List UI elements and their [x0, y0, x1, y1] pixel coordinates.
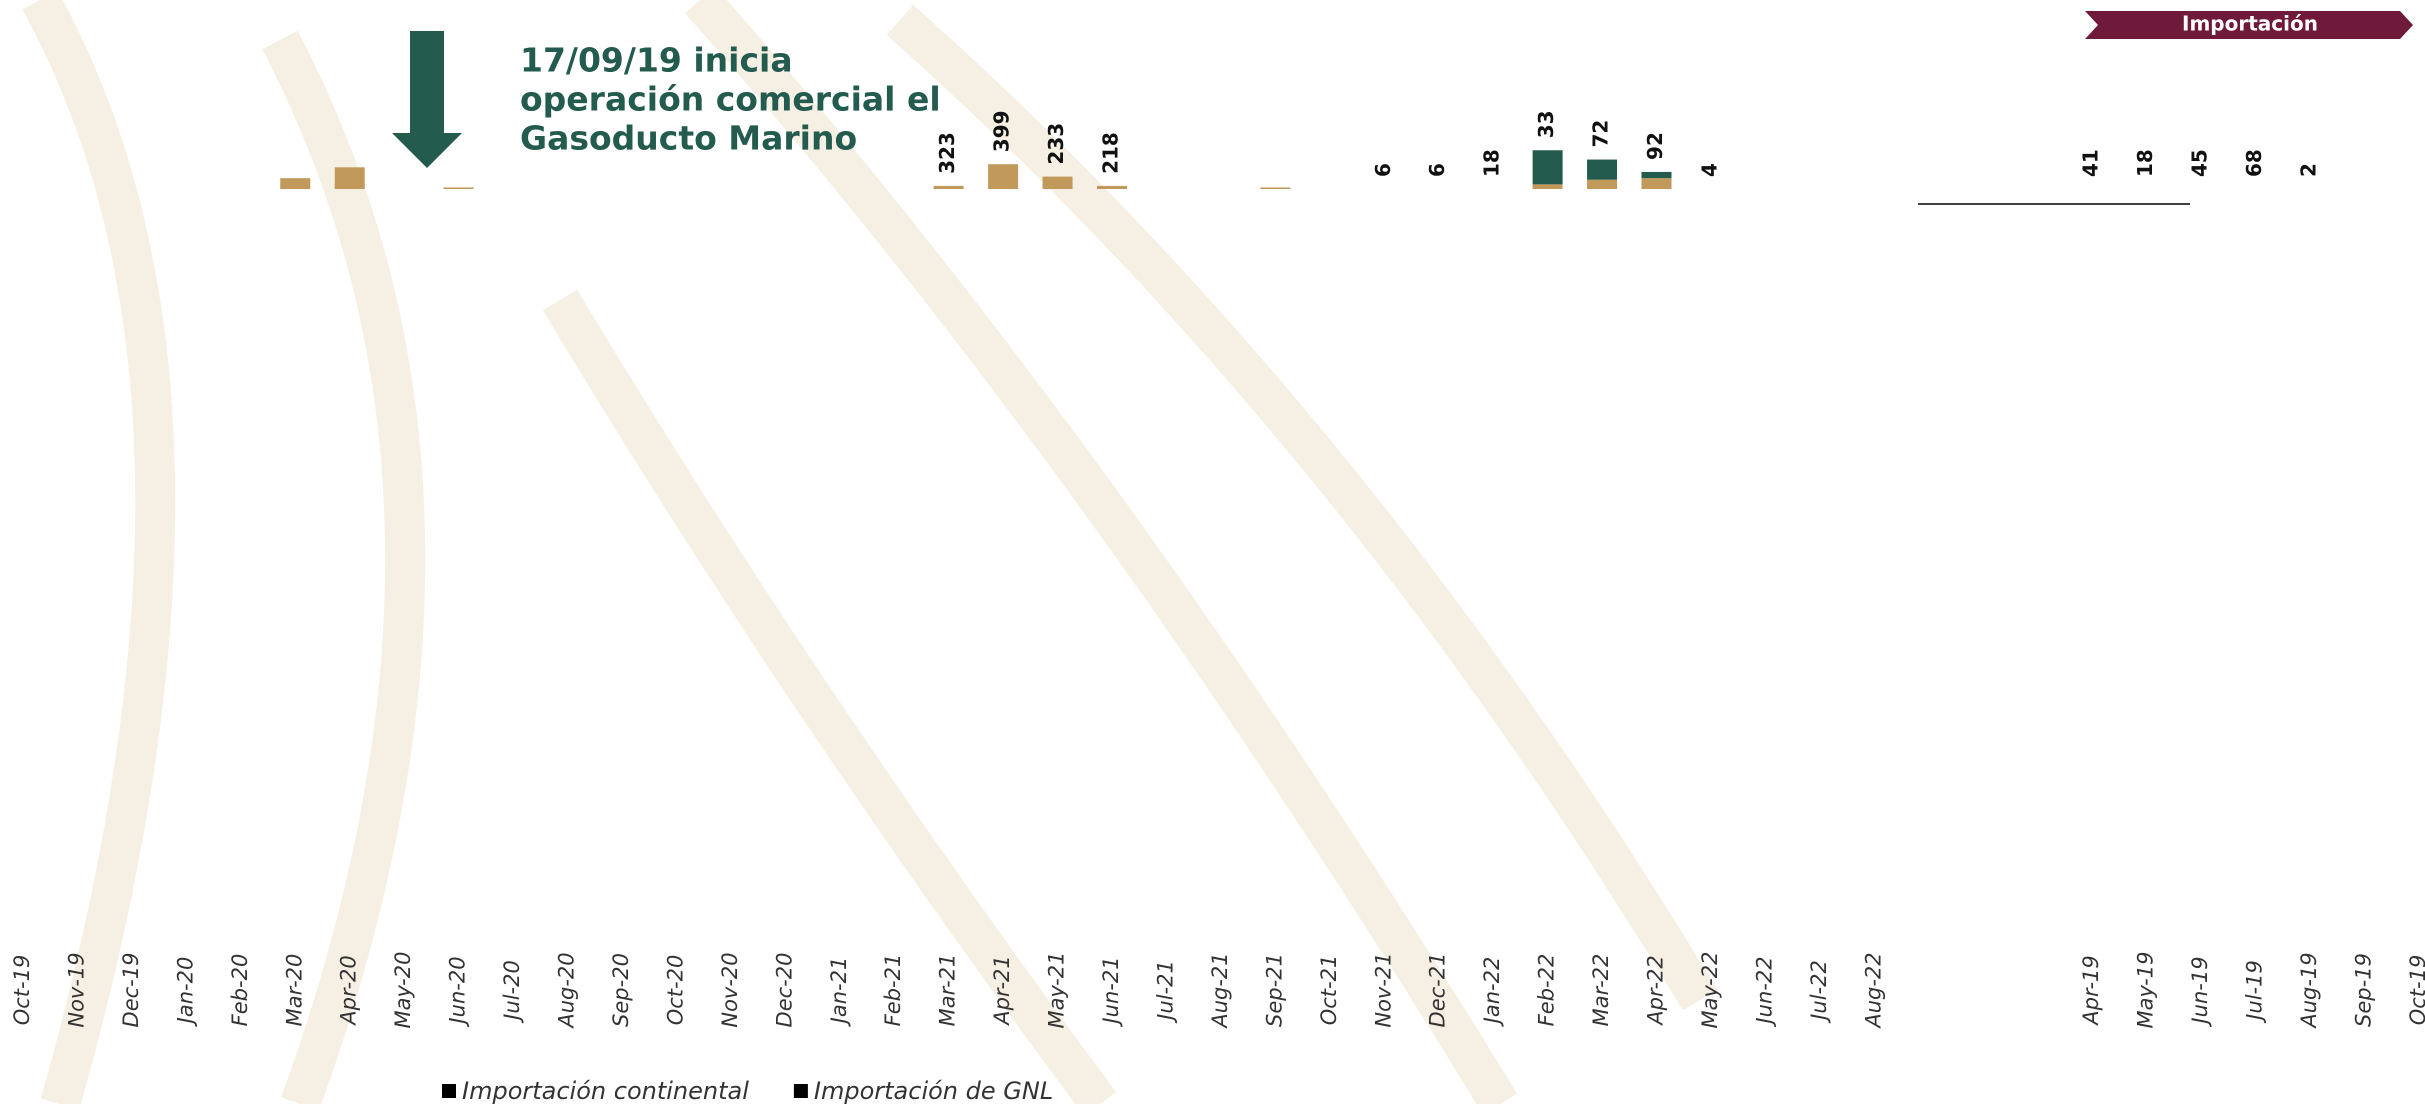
x-tick-label: Sep-21	[1262, 953, 1286, 1027]
data-label: 2	[2296, 163, 2320, 177]
bar	[933, 185, 964, 189]
x-tick-label: Apr-20	[337, 955, 361, 1026]
data-label: 41	[2079, 149, 2103, 177]
annotation: 17/09/19 inicia	[520, 41, 793, 80]
x-tick-label: Aug-20	[555, 952, 579, 1029]
x-tick-label: Jul-19	[2242, 960, 2266, 1024]
x-tick-label: Mar-20	[282, 954, 306, 1027]
legend-label: Importación continental	[462, 1077, 749, 1104]
x-tick-label: May-21	[1045, 952, 1069, 1029]
x-tick-label: Sep-19	[2351, 953, 2375, 1027]
x-tick-label: Jun-22	[1752, 956, 1776, 1027]
legend-swatch	[442, 1084, 456, 1098]
data-label: 18	[2133, 149, 2157, 177]
bar	[1641, 178, 1672, 189]
data-label: 45	[2188, 149, 2212, 177]
bar	[1532, 150, 1563, 185]
data-label: 33	[1534, 110, 1558, 138]
data-label: 68	[2242, 149, 2266, 177]
bar	[1532, 184, 1563, 189]
data-label: 92	[1643, 132, 1667, 160]
x-tick-label: May-19	[2134, 952, 2158, 1029]
x-tick-label: Jun-21	[1099, 956, 1123, 1027]
bar	[1587, 179, 1618, 189]
legend-label: Importación de GNL	[814, 1077, 1053, 1104]
background-pattern	[22, 0, 1718, 1108]
x-tick-label: Apr-19	[2079, 955, 2103, 1026]
x-tick-label: Sep-20	[609, 953, 633, 1027]
data-label: 4	[1697, 163, 1721, 177]
x-tick-label: Oct-19	[10, 955, 34, 1026]
data-label: 72	[1589, 120, 1613, 148]
data-label: 323	[935, 132, 959, 174]
x-tick-label: Nov-21	[1371, 952, 1395, 1027]
x-tick-label: Nov-20	[718, 952, 742, 1027]
x-tick-label: Jan-20	[173, 957, 197, 1028]
data-label: 6	[1425, 163, 1449, 177]
x-tick-label: Dec-20	[772, 953, 796, 1028]
x-tick-label: Jan-22	[1480, 957, 1504, 1028]
x-tick-label: Oct-21	[1317, 955, 1341, 1026]
x-tick-label: Feb-22	[1535, 954, 1559, 1027]
arrow	[392, 31, 462, 168]
data-label: 18	[1480, 149, 1504, 177]
bar	[1042, 176, 1073, 189]
x-tick-label: May-22	[1698, 952, 1722, 1029]
x-tick-label: Aug-21	[1208, 952, 1232, 1029]
x-tick-label: Mar-22	[1589, 954, 1613, 1027]
bar	[1097, 185, 1127, 189]
x-tick-label: Jul-22	[1807, 960, 1831, 1024]
bar	[1587, 159, 1618, 180]
data-label: 218	[1099, 132, 1123, 174]
badge	[2085, 11, 2413, 39]
x-tick-label: Apr-22	[1644, 955, 1668, 1026]
x-tick-label: Feb-20	[228, 954, 252, 1027]
x-tick-label: May-20	[391, 952, 415, 1029]
legend-swatch	[793, 1084, 808, 1098]
x-tick-label: Jul-20	[500, 960, 524, 1024]
bar	[280, 178, 311, 189]
x-tick-label: Jun-20	[446, 956, 470, 1027]
x-tick-label: Mar-21	[936, 954, 960, 1027]
bar	[1641, 171, 1672, 179]
badge-label: Importación	[2182, 12, 2318, 36]
bar	[443, 187, 474, 189]
x-tick-label: Jan-21	[827, 957, 851, 1028]
annotation: Gasoducto Marino	[520, 119, 857, 158]
x-tick-label: Jun-19	[2188, 956, 2212, 1027]
x-tick-label: Aug-19	[2297, 952, 2321, 1029]
x-tick-label: Jul-21	[1153, 960, 1177, 1024]
bar	[1260, 187, 1291, 189]
x-tick-label: Oct-20	[663, 955, 687, 1026]
x-tick-label: Nov-19	[64, 952, 88, 1027]
x-tick-label: Oct-19	[2406, 955, 2425, 1026]
data-label: 399	[990, 110, 1014, 152]
data-label: 233	[1044, 123, 1068, 165]
x-tick-label: Dec-21	[1426, 953, 1450, 1028]
x-tick-label: Aug-22	[1861, 952, 1885, 1029]
annotation: operación comercial el	[520, 80, 941, 119]
bar	[334, 167, 365, 189]
x-tick-label: Dec-19	[119, 953, 143, 1028]
x-tick-label: Feb-21	[881, 954, 905, 1027]
data-label: 6	[1371, 163, 1395, 177]
x-tick-label: Apr-21	[990, 955, 1014, 1026]
bar	[988, 164, 1019, 189]
